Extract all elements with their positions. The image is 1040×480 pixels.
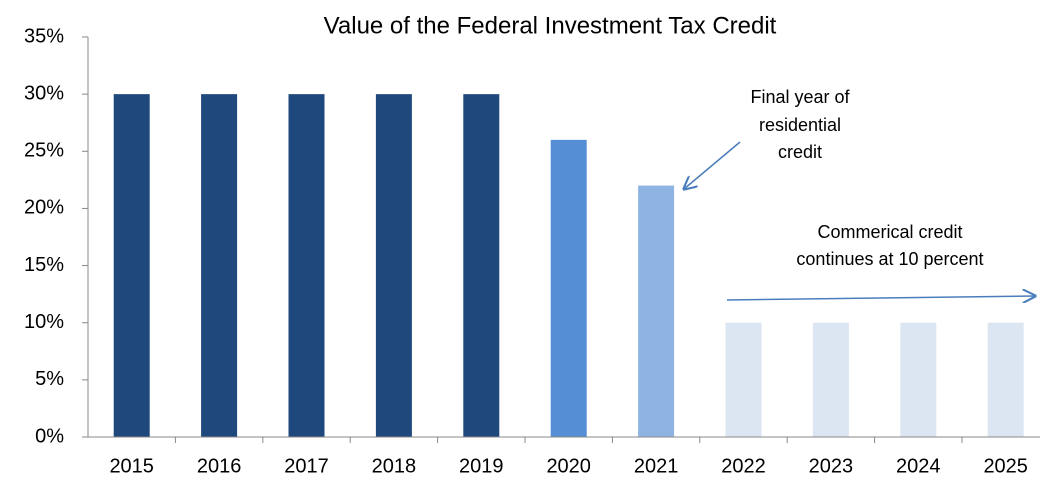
bar (113, 94, 150, 438)
bar (288, 94, 325, 438)
x-tick-label: 2023 (809, 455, 854, 477)
x-tick-label: 2020 (546, 455, 591, 477)
x-tick-label: 2016 (197, 455, 242, 477)
y-tick-label: 0% (35, 425, 64, 447)
x-tick-label: 2021 (634, 455, 679, 477)
bar (638, 185, 675, 437)
bar (812, 322, 849, 437)
chart-title: Value of the Federal Investment Tax Cred… (324, 12, 777, 39)
bar (463, 94, 500, 438)
y-tick-label: 10% (24, 311, 64, 333)
y-tick-label: 30% (24, 82, 64, 104)
x-tick-label: 2022 (721, 455, 766, 477)
y-tick-label: 25% (24, 140, 64, 162)
annotation: continues at 10 percent (796, 249, 983, 269)
annotation-arrow (684, 141, 741, 189)
bar (900, 322, 937, 437)
x-tick-label: 2019 (459, 455, 504, 477)
y-tick-label: 20% (24, 197, 64, 219)
annotation: credit (778, 142, 822, 162)
annotation: Commerical credit (817, 222, 962, 242)
y-tick-label: 15% (24, 254, 64, 276)
x-tick-label: 2017 (284, 455, 329, 477)
x-tick-label: 2025 (983, 455, 1028, 477)
bar (725, 322, 762, 437)
annotation-arrow (726, 296, 1035, 300)
bar (201, 94, 238, 438)
y-tick-label: 5% (35, 368, 64, 390)
bar (987, 322, 1024, 437)
bar (375, 94, 412, 438)
annotation: residential (759, 115, 841, 135)
bar (550, 139, 587, 437)
x-tick-label: 2015 (109, 455, 154, 477)
y-tick-label: 35% (24, 25, 64, 47)
annotation: Final year of (750, 87, 850, 107)
x-tick-label: 2018 (372, 455, 417, 477)
x-tick-label: 2024 (896, 455, 941, 477)
